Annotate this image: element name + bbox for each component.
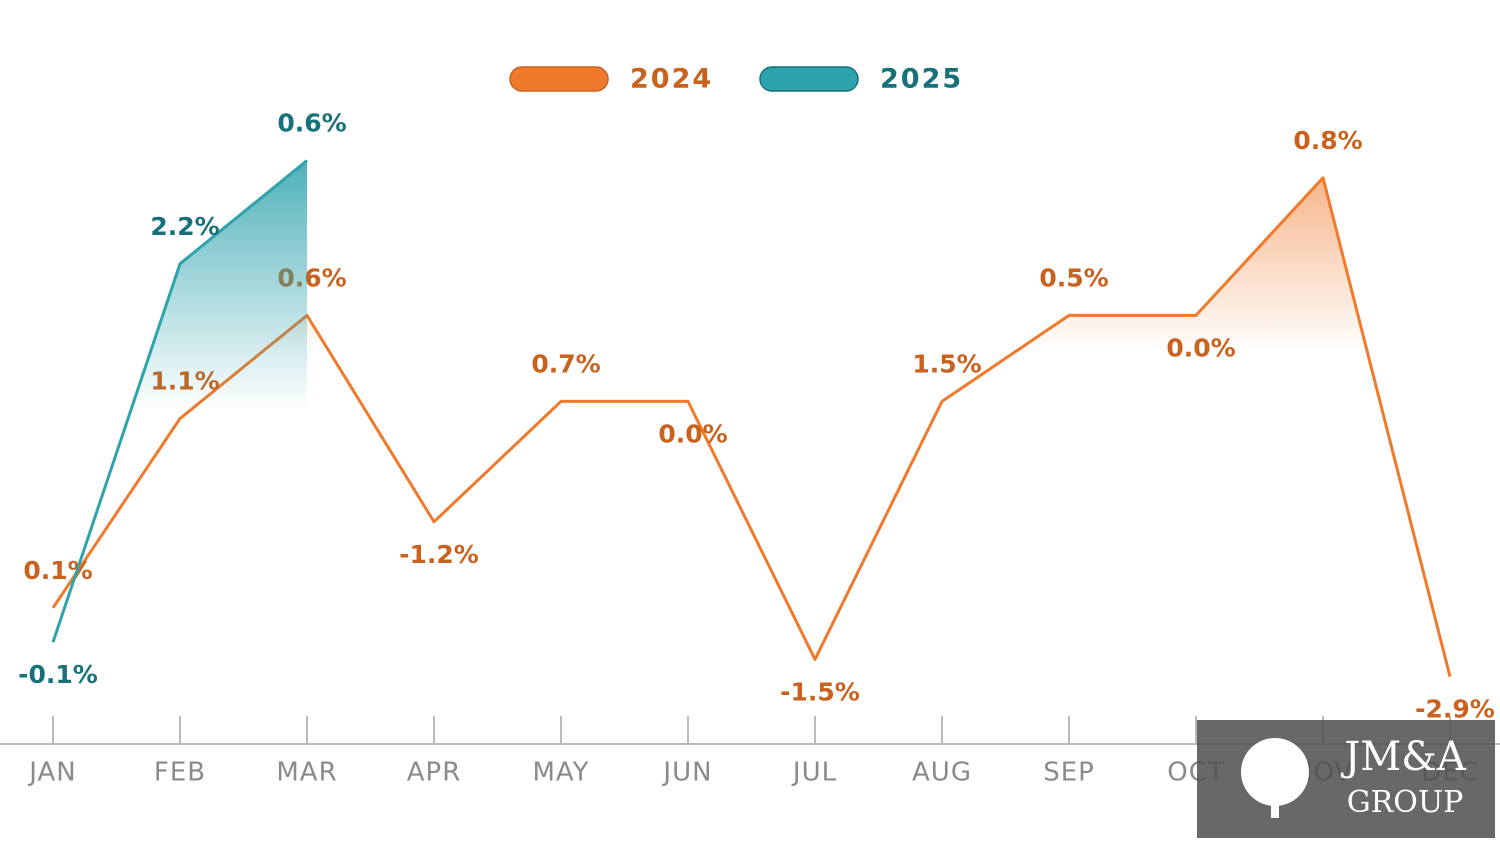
legend-label: 2024	[630, 64, 713, 95]
area	[53, 160, 307, 745]
data-label: 2.2%	[150, 212, 219, 241]
data-label: 0.7%	[531, 349, 600, 378]
logo: JM&A GROUP	[1197, 720, 1495, 838]
legend-swatch	[509, 66, 609, 92]
data-label: 0.5%	[1039, 263, 1108, 292]
data-label: -1.5%	[780, 677, 860, 706]
logo-text: GROUP	[1347, 785, 1464, 820]
area	[53, 177, 1450, 745]
x-tick-label: APR	[407, 758, 462, 788]
data-label: 0.0%	[1166, 333, 1235, 362]
x-tick-label: FEB	[154, 758, 206, 788]
x-tick-label: MAY	[532, 758, 589, 788]
data-label: 0.8%	[1293, 126, 1362, 155]
logo-trunk	[1271, 790, 1279, 818]
data-label: -0.1%	[18, 660, 98, 689]
data-label: -1.2%	[399, 540, 479, 569]
x-tick-label: AUG	[912, 758, 972, 788]
legend-swatch	[759, 66, 859, 92]
line	[51, 159, 308, 643]
legend-label: 2025	[880, 64, 963, 95]
data-label: 1.5%	[912, 349, 981, 378]
data-label: 0.0%	[658, 419, 727, 448]
logo-text: JM&A	[1340, 734, 1467, 780]
x-tick-label: SEP	[1043, 758, 1095, 788]
x-tick-label: JUN	[661, 758, 712, 788]
x-tick-label: JAN	[27, 758, 76, 788]
x-tick-label: MAR	[276, 758, 337, 788]
logo-tree	[1241, 738, 1309, 806]
data-label: 0.6%	[277, 109, 346, 138]
x-tick-label: JUL	[791, 758, 837, 788]
data-label: -2.9%	[1415, 695, 1495, 724]
